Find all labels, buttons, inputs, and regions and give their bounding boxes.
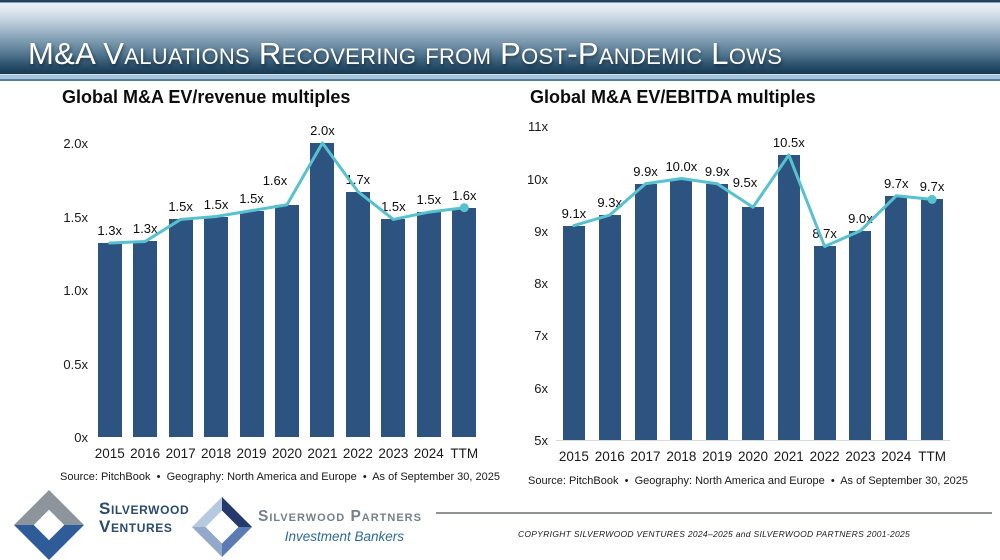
bar-2021 (777, 154, 800, 440)
x-axis-tick-label: 2019 (702, 449, 733, 464)
x-axis-tick-label: 2017 (630, 449, 661, 464)
bar-2022 (345, 191, 370, 437)
y-axis-tick-label: 1.0x (63, 283, 88, 298)
y-axis-tick-label: 0x (74, 430, 88, 445)
source-note: Source: PitchBook • Geography: North Ame… (528, 475, 969, 487)
bar-value-label: 1.6x (262, 172, 288, 188)
bar-2019 (706, 183, 729, 440)
ventures-wordmark-line1: Silverwood (99, 499, 190, 518)
x-axis-line (556, 440, 950, 441)
chart-title: Global M&A EV/revenue multiples (62, 87, 351, 107)
y-axis-tick-label: 8x (534, 276, 548, 292)
x-axis-tick-label: 2024 (413, 446, 444, 461)
x-axis-tick-label: 2022 (342, 446, 373, 461)
bar-2024 (416, 212, 441, 437)
x-axis-tick-label: 2020 (271, 446, 303, 461)
footer-divider-line (436, 512, 992, 514)
partners-wordmark: Silverwood Partners Investment Bankers (258, 508, 422, 544)
silverwood-ventures-logo (14, 490, 84, 560)
y-axis-tick-label: 10x (527, 171, 548, 187)
x-axis-tick-label: 2017 (165, 446, 196, 461)
y-axis-tick-label: 5x (534, 433, 548, 448)
x-axis-tick-label: 2022 (809, 449, 840, 464)
ventures-wordmark-line2: Ventures (99, 517, 173, 536)
x-axis-tick-label: 2023 (845, 449, 876, 464)
x-axis-tick-label: 2016 (594, 449, 625, 464)
partners-diamond-facet-tl (191, 496, 222, 527)
x-axis-tick-label: 2019 (236, 446, 267, 461)
x-axis-tick-label: 2021 (773, 449, 804, 464)
bar-2023 (849, 230, 872, 440)
bar-value-label: 1.3x (132, 221, 158, 237)
bar-value-label: 9.3x (597, 195, 622, 211)
bar-2017 (168, 219, 193, 437)
partners-diamond-facet-tr (222, 496, 253, 527)
banner-top-line (0, 0, 1000, 2)
bar-value-label: 8.7x (812, 226, 837, 242)
bar-ttm (452, 207, 477, 437)
y-axis-tick-label: 1.5x (63, 209, 88, 225)
bar-2020 (275, 204, 299, 437)
x-axis-tick-label: 2023 (378, 446, 409, 461)
bar-value-label: 1.5x (239, 190, 264, 206)
banner-stripe (0, 74, 1000, 81)
title-banner: M&A Valuations Recovering from Post-Pand… (0, 0, 1000, 74)
x-axis-tick-label: 2015 (558, 449, 589, 464)
bar-value-label: 2.0x (310, 123, 335, 138)
x-axis-tick-label: 2015 (94, 446, 125, 461)
partners-wordmark-line2: Investment Bankers (284, 529, 404, 544)
bar-value-label: 10.5x (772, 134, 805, 150)
y-axis-tick-label: 6x (534, 380, 548, 396)
x-axis-tick-label: 2020 (737, 449, 769, 464)
bar-ttm (921, 199, 944, 440)
bar-value-label: 1.7x (345, 171, 371, 187)
y-axis-tick-label: 7x (534, 328, 548, 344)
chart-title: Global M&A EV/EBITDA multiples (530, 87, 816, 107)
silverwood-partners-logo (191, 496, 253, 558)
bar-2017 (634, 183, 657, 440)
x-axis-tick-label: 2018 (201, 446, 232, 461)
ventures-diamond-blue-half (14, 525, 84, 560)
slide-title: M&A Valuations Recovering from Post-Pand… (28, 36, 783, 71)
ventures-diamond-gray-half (14, 490, 84, 525)
bar-2019 (239, 210, 264, 437)
y-axis-tick-label: 0.5x (63, 356, 88, 372)
x-axis-tick-label: TTM (450, 446, 479, 461)
bar-value-label: 1.6x (451, 187, 477, 203)
x-axis-tick-label: TTM (918, 449, 946, 464)
x-axis-tick-label: 2021 (307, 446, 338, 461)
bar-2024 (885, 195, 908, 440)
copyright-text: COPYRIGHT SILVERWOOD VENTURES 2024–2025 … (517, 529, 911, 539)
bar-2016 (598, 215, 621, 440)
bar-2020 (742, 207, 764, 440)
bar-2018 (670, 178, 693, 440)
bar-2023 (381, 219, 406, 437)
x-axis-tick-label: 2024 (881, 449, 912, 464)
source-note: Source: PitchBook • Geography: North Ame… (60, 471, 501, 483)
partners-diamond-facet-br (222, 527, 253, 558)
bar-2015 (562, 225, 585, 440)
bar-2022 (813, 246, 836, 440)
bar-value-label: 9.7x (919, 179, 945, 195)
bar-value-label: 9.0x (848, 210, 873, 226)
bar-2018 (204, 216, 229, 437)
x-axis-tick-label: 2016 (130, 446, 161, 461)
bar-2015 (97, 242, 122, 437)
bar-2016 (133, 241, 158, 437)
bar-value-label: 9.5x (732, 175, 758, 191)
partners-diamond-facet-bl (191, 527, 222, 558)
partners-wordmark-line1: Silverwood Partners (258, 508, 422, 525)
y-axis-tick-label: 11x (528, 119, 548, 135)
ventures-wordmark: Silverwood Ventures (99, 500, 189, 536)
y-axis-tick-label: 9x (534, 223, 548, 239)
x-axis-tick-label: 2018 (666, 449, 697, 464)
y-axis-tick-label: 2.0x (63, 136, 88, 151)
bar-2021 (310, 143, 335, 437)
